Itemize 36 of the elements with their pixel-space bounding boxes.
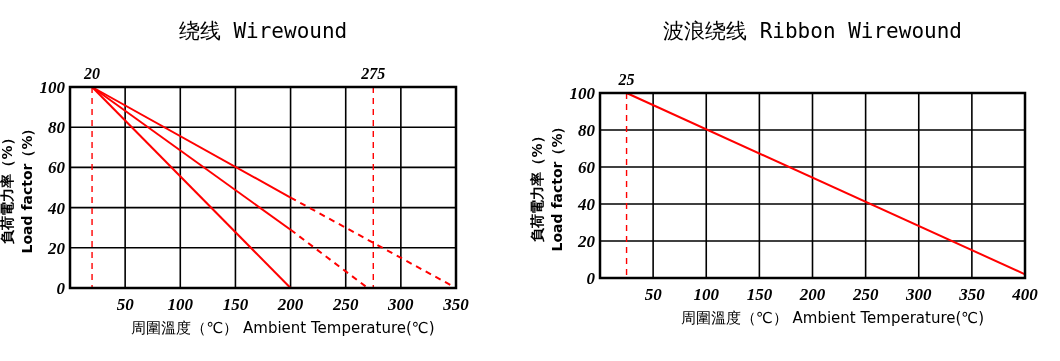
- y-axis-title: 負荷電力率（%） Load factor（%）: [529, 119, 565, 252]
- x-tick-label: 250: [851, 285, 879, 304]
- y-tick-label: 60: [578, 158, 596, 177]
- y-tick-label: 80: [48, 118, 66, 138]
- x-tick-label: 300: [905, 285, 932, 304]
- y-tick-label: 100: [569, 84, 596, 103]
- x-tick-label: 200: [276, 295, 304, 314]
- x-tick-label: 350: [958, 285, 986, 304]
- ref-line-label: 275: [360, 65, 386, 82]
- y-tick-label: 20: [47, 238, 66, 258]
- x-tick-label: 250: [331, 295, 359, 314]
- y-tick-label: 0: [56, 279, 66, 298]
- x-tick-label: 300: [387, 295, 415, 314]
- y-tick-label: 40: [577, 195, 596, 214]
- y-tick-label: 80: [578, 121, 596, 140]
- y-tick-label: 60: [48, 158, 66, 178]
- y-tick-label: 20: [577, 232, 596, 251]
- x-axis-title: 周圍溫度（℃） Ambient Temperature(℃): [680, 309, 985, 327]
- x-tick-label: 350: [442, 295, 470, 314]
- y-tick-label: 40: [47, 198, 66, 218]
- ref-line-label: 25: [617, 71, 635, 88]
- x-tick-label: 400: [1011, 285, 1039, 304]
- x-tick-label: 200: [798, 285, 826, 304]
- y-axis-title: 負荷電力率（%） Load factor（%）: [0, 121, 35, 254]
- chart-title: 绕线 Wirewound: [178, 19, 348, 43]
- ref-line-label: 20: [83, 65, 101, 82]
- y-tick-label: 0: [586, 269, 596, 288]
- y-tick-label: 100: [39, 78, 66, 97]
- x-tick-label: 50: [644, 285, 663, 304]
- x-tick-label: 50: [116, 295, 135, 314]
- x-tick-label: 150: [222, 295, 249, 314]
- x-tick-label: 100: [693, 285, 720, 304]
- chart-title: 波浪绕线 Ribbon Wirewound: [663, 19, 962, 43]
- x-axis-title: 周圍溫度（℃） Ambient Temperature(℃): [131, 319, 435, 337]
- x-tick-label: 100: [167, 295, 194, 314]
- x-tick-label: 150: [746, 285, 773, 304]
